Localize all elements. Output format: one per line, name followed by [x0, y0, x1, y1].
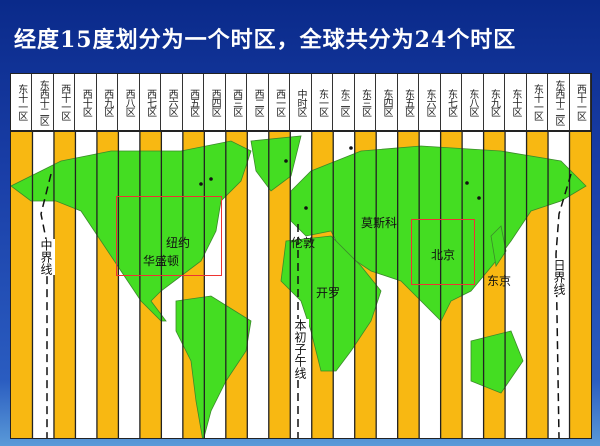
- zone-header-18: 东五区: [398, 74, 420, 130]
- zone-stripe: [11, 130, 33, 438]
- zone-header-15: 东二区: [333, 74, 355, 130]
- zone-header-3: 西十区: [75, 74, 97, 130]
- city-label-newyork: 纽约: [166, 236, 191, 250]
- city-label-london: 伦敦: [291, 236, 316, 250]
- page-title: 经度15度划分为一个时区，全球共分为24个时区: [14, 27, 517, 53]
- zone-header-10: 西三区: [226, 74, 248, 130]
- zone-header-7: 西六区: [161, 74, 183, 130]
- city-dot: [199, 182, 203, 186]
- city-dot: [465, 181, 469, 185]
- zone-header-8: 西五区: [183, 74, 205, 130]
- right-date-line: [555, 173, 572, 438]
- continent-africa: [280, 235, 382, 372]
- map-graphic: [11, 130, 591, 438]
- zone-header-23: 东十区: [505, 74, 527, 130]
- city-dot: [284, 159, 288, 163]
- city-dot: [209, 177, 213, 181]
- city-label-beijing: 北京: [431, 248, 456, 262]
- right-date-line-label: 日界线: [551, 259, 568, 295]
- zone-header-20: 东七区: [441, 74, 463, 130]
- city-label-tokyo: 东京: [487, 274, 512, 288]
- continent-australia: [470, 330, 524, 394]
- continent-north-america: [11, 140, 252, 322]
- zone-header-4: 西九区: [97, 74, 119, 130]
- zone-stripe: [268, 130, 291, 438]
- zone-header-13: 中时区: [290, 74, 312, 130]
- zone-header-19: 东六区: [419, 74, 441, 130]
- zone-header-21: 东八区: [462, 74, 484, 130]
- zone-header-2: 西十一区: [54, 74, 76, 130]
- time-zone-map: 东十一区 东西十二区 西十一区 西十区 西九区 西八区 西七区 西六区 西五区 西四区 西三区 西二区…: [10, 73, 592, 439]
- zone-stripe: [569, 130, 591, 438]
- zone-header-row: 东十一区 东西十二区 西十一区 西十区 西九区 西八区 西七区 西六区 西五区 西四区 西三区 西二区…: [11, 74, 592, 132]
- zone-header-12: 西一区: [269, 74, 291, 130]
- zone-header-17: 东四区: [376, 74, 398, 130]
- zone-header-5: 西八区: [118, 74, 140, 130]
- continent-south-america: [175, 295, 252, 438]
- city-dot: [477, 196, 481, 200]
- continent-japan: [490, 225, 507, 268]
- city-label-washington: 华盛顿: [143, 254, 180, 268]
- zone-header-22: 东九区: [484, 74, 506, 130]
- highlight-box-beijing: [411, 219, 475, 285]
- left-date-line-label: 中界线: [38, 239, 55, 275]
- zone-header-26: 西十一区: [570, 74, 592, 130]
- continent-greenland: [250, 135, 302, 192]
- zone-header-24: 东十一区: [527, 74, 549, 130]
- zone-header-25: 东西十二区: [548, 74, 570, 130]
- city-label-moscow: 莫斯科: [361, 216, 398, 230]
- city-label-cairo: 开罗: [316, 286, 341, 300]
- zone-header-6: 西七区: [140, 74, 162, 130]
- zone-header-9: 西四区: [204, 74, 226, 130]
- zone-header-1: 东西十二区: [32, 74, 54, 130]
- prime-meridian-label: 本初子午线: [292, 319, 309, 379]
- city-dot: [349, 146, 353, 150]
- zone-header-0: 东十一区: [11, 74, 33, 130]
- city-dot: [304, 206, 308, 210]
- zone-header-11: 西二区: [247, 74, 269, 130]
- left-date-line: [40, 173, 52, 438]
- highlight-box-newyork: [116, 196, 222, 276]
- zone-header-14: 东一区: [312, 74, 334, 130]
- zone-header-16: 东三区: [355, 74, 377, 130]
